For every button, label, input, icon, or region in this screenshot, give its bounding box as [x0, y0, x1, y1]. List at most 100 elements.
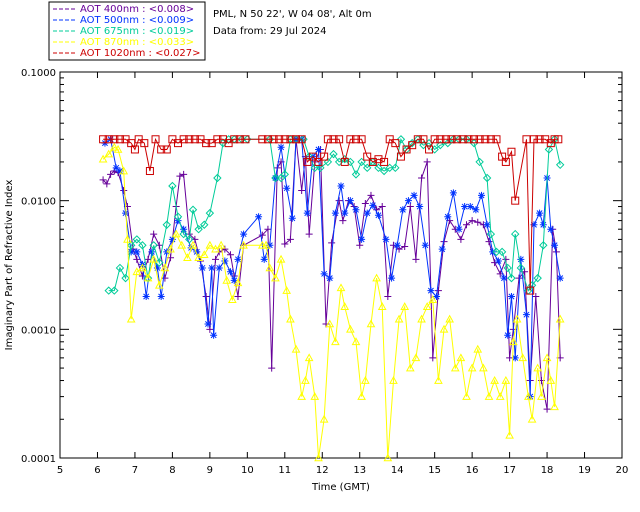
data-point — [517, 255, 525, 263]
data-point — [301, 376, 310, 384]
data-point — [151, 135, 160, 144]
data-point — [234, 292, 242, 300]
data-point — [533, 363, 543, 372]
data-point — [475, 157, 484, 167]
data-point — [145, 167, 154, 176]
data-point — [160, 263, 170, 272]
y-tick-label: 0.0010 — [21, 325, 56, 336]
data-point — [385, 163, 394, 173]
series-line — [103, 137, 559, 291]
data-point — [367, 191, 375, 199]
data-point — [140, 139, 149, 148]
x-tick-label: 6 — [94, 465, 100, 476]
data-point — [464, 135, 473, 144]
data-point — [554, 135, 563, 144]
data-point — [417, 314, 426, 323]
x-tick-label: 8 — [169, 465, 175, 476]
data-point — [532, 292, 540, 300]
data-point — [495, 392, 505, 400]
data-point — [466, 203, 474, 211]
data-point — [503, 263, 512, 273]
data-point — [171, 229, 181, 238]
data-point — [133, 248, 141, 256]
data-point — [216, 240, 226, 249]
data-point — [410, 191, 418, 199]
data-point — [505, 430, 514, 439]
data-point — [258, 231, 266, 239]
data-point — [200, 220, 209, 229]
data-point — [423, 158, 431, 166]
data-point — [230, 135, 239, 144]
data-point — [179, 229, 188, 239]
data-point — [266, 241, 274, 249]
data-point — [490, 376, 499, 384]
series-2 — [104, 135, 565, 295]
data-point — [271, 273, 280, 282]
data-point — [226, 251, 234, 259]
data-point — [188, 240, 198, 249]
data-point — [352, 206, 360, 214]
data-point — [271, 173, 280, 183]
data-point — [280, 170, 290, 179]
data-point — [453, 135, 462, 144]
data-point — [515, 274, 523, 282]
data-point — [157, 145, 166, 154]
data-point — [116, 167, 124, 175]
data-point — [132, 267, 142, 276]
data-point — [536, 209, 544, 217]
data-point — [282, 286, 292, 294]
data-point — [436, 135, 445, 144]
data-point — [275, 135, 284, 144]
data-point — [319, 414, 329, 423]
series-1 — [101, 135, 564, 401]
data-point — [494, 257, 502, 265]
data-point — [180, 225, 188, 233]
data-point — [485, 238, 493, 246]
data-point — [346, 135, 355, 144]
data-point — [119, 166, 129, 175]
data-point — [185, 235, 194, 244]
legend-entry: AOT 675nm : <0.019> — [53, 26, 194, 37]
data-point — [211, 244, 220, 253]
data-point — [126, 314, 136, 323]
data-point — [416, 203, 424, 211]
data-point — [283, 184, 291, 192]
data-point — [501, 157, 510, 166]
data-point — [363, 209, 371, 217]
data-point — [388, 274, 396, 282]
x-tick-label: 18 — [541, 465, 554, 476]
data-point — [382, 235, 390, 243]
data-point — [297, 135, 306, 144]
y-tick-label: 0.0100 — [21, 197, 56, 208]
data-point — [269, 135, 278, 144]
data-point — [286, 314, 295, 323]
data-point — [357, 392, 366, 400]
data-point — [474, 218, 482, 226]
data-point — [374, 163, 383, 173]
data-point — [472, 206, 480, 214]
x-tick-label: 7 — [132, 465, 138, 476]
data-point — [183, 253, 192, 262]
data-point — [99, 176, 107, 184]
data-point — [162, 220, 171, 229]
series-line — [104, 138, 561, 397]
y-axis: 0.0001 0.0010 0.0100 0.1000 — [21, 68, 622, 465]
data-point — [529, 135, 538, 144]
data-point — [438, 245, 446, 253]
data-point — [396, 152, 405, 161]
data-point — [393, 241, 401, 249]
data-point — [363, 163, 372, 173]
data-point — [475, 135, 484, 144]
data-point — [211, 255, 219, 263]
x-tick-label: 12 — [316, 465, 329, 476]
data-point — [412, 255, 420, 263]
series-line — [102, 139, 561, 410]
data-point — [425, 145, 434, 154]
data-point — [173, 212, 183, 221]
x-tick-label: 19 — [578, 465, 591, 476]
data-point — [383, 453, 393, 462]
data-point — [288, 214, 296, 222]
data-point — [544, 145, 554, 154]
data-point — [369, 201, 377, 209]
data-point — [357, 157, 366, 167]
